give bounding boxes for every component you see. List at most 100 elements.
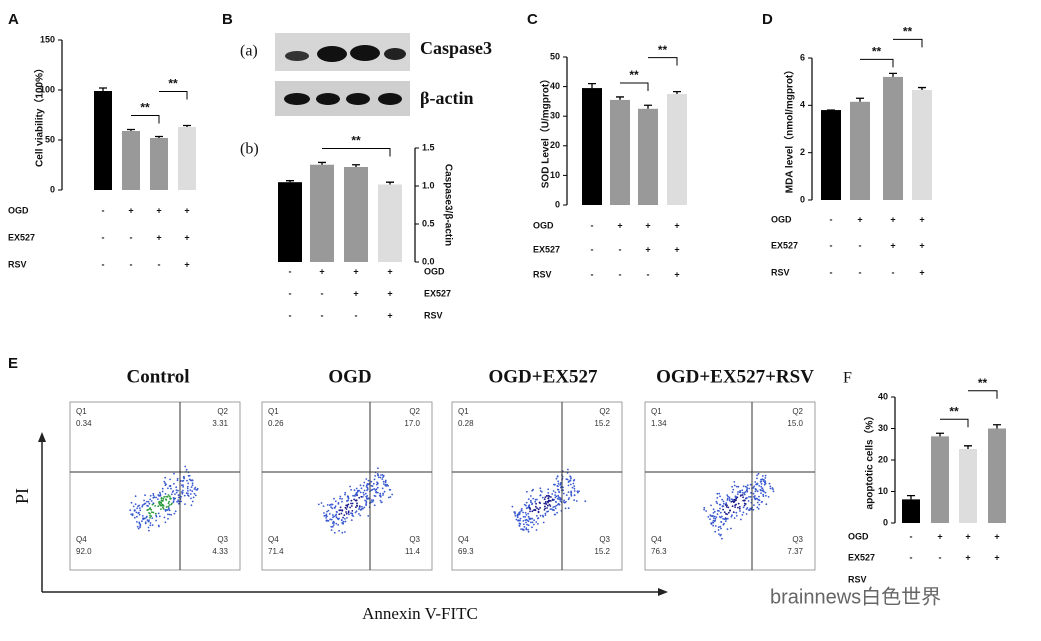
condition-sign: +	[128, 205, 133, 215]
condition-name: RSV	[533, 269, 552, 279]
event-dot	[712, 524, 715, 527]
event-dot	[134, 509, 136, 512]
event-dot	[525, 528, 528, 531]
event-dot	[522, 520, 525, 522]
event-dot	[346, 517, 348, 519]
blot	[275, 33, 410, 116]
event-dot	[170, 493, 173, 496]
flow-title: Control	[127, 366, 190, 387]
event-dot	[732, 511, 735, 514]
event-dot	[135, 511, 138, 514]
event-dot	[712, 517, 715, 519]
event-dot	[344, 520, 347, 523]
event-dot	[554, 494, 556, 496]
event-dot	[739, 489, 742, 492]
event-dot	[726, 504, 728, 507]
event-dot	[515, 518, 518, 521]
event-dot	[332, 521, 335, 523]
event-dot	[161, 490, 164, 493]
event-dot	[558, 491, 561, 493]
event-dot	[187, 492, 189, 495]
sub-label: (a)	[240, 43, 258, 60]
bar	[582, 88, 602, 205]
event-dot	[191, 479, 194, 482]
y-axis-label: MDA level（nmol/mgprot）	[783, 65, 796, 194]
event-dot	[338, 513, 341, 516]
event-dot	[167, 505, 170, 508]
event-dot	[763, 483, 766, 486]
event-dot	[558, 503, 561, 506]
event-dot	[188, 478, 191, 481]
event-dot	[337, 524, 340, 526]
event-dot	[137, 527, 140, 530]
significance-bracket	[940, 418, 969, 428]
event-dot	[380, 474, 382, 476]
quadrant-name: Q1	[458, 407, 469, 416]
significance-label: **	[949, 404, 959, 418]
event-dot	[372, 482, 375, 485]
event-dot	[335, 522, 338, 525]
event-dot	[148, 529, 150, 532]
event-dot	[723, 522, 725, 525]
bar	[122, 131, 140, 190]
event-dot	[180, 500, 183, 503]
quadrant-name: Q2	[599, 407, 610, 416]
flow-panel: OGD+EX527+RSV Q1 1.34 Q2 15.0 Q4 76.3 Q3 7.37	[644, 366, 816, 571]
event-dot	[529, 507, 531, 510]
bar	[821, 110, 841, 200]
event-dot	[527, 505, 530, 508]
event-dot	[168, 504, 171, 506]
event-dot	[349, 485, 351, 488]
event-dot	[737, 485, 740, 488]
event-dot	[155, 515, 158, 518]
event-dot	[719, 503, 722, 506]
event-dot	[150, 500, 153, 502]
significance-bracket	[159, 91, 188, 100]
event-dot	[567, 491, 570, 493]
event-dot	[149, 522, 152, 524]
event-dot	[141, 515, 144, 517]
significance-label: **	[872, 45, 882, 59]
event-dot	[186, 479, 188, 482]
event-dot	[192, 496, 195, 499]
event-dot	[727, 511, 730, 514]
event-dot	[761, 489, 764, 492]
event-dot	[573, 494, 576, 497]
event-dot	[748, 496, 750, 498]
event-dot	[746, 490, 749, 493]
event-dot	[351, 502, 354, 505]
event-dot	[567, 507, 570, 510]
event-dot	[160, 497, 163, 499]
event-dot	[148, 512, 150, 514]
event-dot	[753, 497, 756, 500]
significance-bracket	[620, 82, 649, 91]
quadrant-name: Q3	[217, 535, 228, 544]
event-dot	[734, 504, 736, 507]
event-dot	[735, 497, 738, 500]
event-dot	[181, 480, 184, 482]
event-dot	[147, 500, 150, 503]
condition-sign: +	[965, 531, 970, 541]
event-dot	[728, 498, 731, 500]
event-dot	[542, 515, 545, 518]
condition-sign: +	[890, 240, 895, 250]
event-dot	[707, 516, 710, 518]
error-bar	[889, 72, 897, 77]
event-dot	[172, 500, 175, 502]
event-dot	[331, 525, 334, 528]
event-dot	[344, 493, 346, 496]
y-tick-label: 0	[800, 194, 805, 204]
panel-label: A	[8, 11, 19, 28]
event-dot	[342, 520, 345, 523]
event-dot	[525, 521, 527, 524]
condition-sign: -	[830, 214, 833, 224]
event-dot	[759, 489, 762, 492]
event-dot	[136, 507, 139, 510]
event-dot	[146, 519, 149, 521]
event-dot	[187, 495, 190, 497]
quadrant-value: 4.33	[212, 547, 228, 556]
event-dot	[536, 517, 539, 520]
event-dot	[166, 509, 169, 511]
event-dot	[386, 483, 388, 486]
